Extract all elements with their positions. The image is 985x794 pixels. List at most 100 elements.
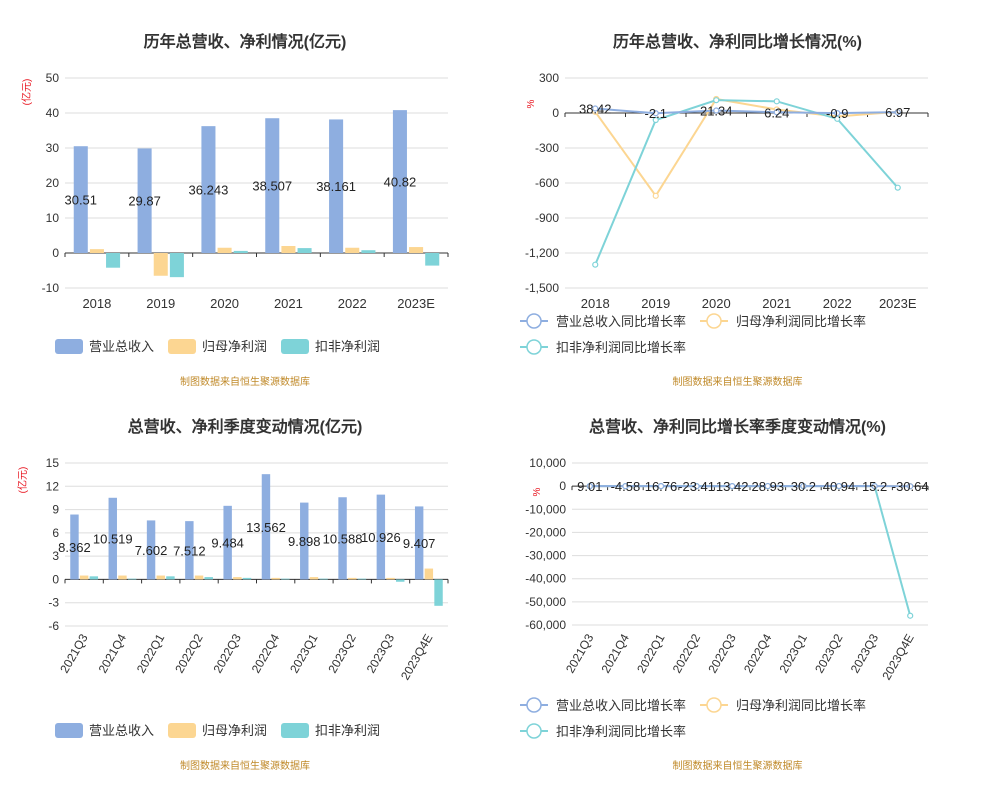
data-point bbox=[871, 483, 878, 490]
source-note: 制图数据来自恒生聚源数据库 bbox=[180, 761, 310, 772]
bar bbox=[297, 248, 312, 253]
x-tick-label: 2023Q1 bbox=[287, 631, 321, 675]
y-tick-label: -40,000 bbox=[525, 572, 566, 586]
data-point bbox=[834, 110, 841, 117]
x-tick-label: 2023Q2 bbox=[812, 631, 846, 675]
bar bbox=[233, 250, 248, 253]
data-label: 16.76 bbox=[645, 479, 678, 494]
x-tick-label: 2022 bbox=[338, 296, 367, 311]
legend-swatch bbox=[281, 339, 309, 354]
data-point bbox=[652, 110, 659, 117]
x-tick-label: 2020 bbox=[702, 296, 731, 311]
source-note: 制图数据来自恒生聚源数据库 bbox=[672, 761, 803, 772]
bar bbox=[386, 577, 395, 580]
data-label: 7.602 bbox=[135, 543, 168, 558]
legend-marker bbox=[526, 339, 542, 355]
legend-label: 营业总收入 bbox=[89, 339, 154, 354]
y-tick-label: 10,000 bbox=[529, 456, 566, 470]
y-tick-label: -30,000 bbox=[525, 549, 566, 563]
x-tick-label: 2023Q1 bbox=[777, 631, 811, 675]
chart-svg: -6 -3 0 3 6 9 12 15 (亿元) 2021Q3 2021Q4 2022Q1 2022Q2… bbox=[16, 456, 449, 738]
bar bbox=[338, 497, 347, 580]
bar bbox=[146, 520, 156, 580]
bar bbox=[414, 506, 424, 580]
bar bbox=[118, 575, 127, 580]
x-tick-label: 2019 bbox=[146, 296, 175, 311]
data-label: 9.01 bbox=[577, 479, 602, 494]
data-label: -4.58 bbox=[611, 479, 641, 494]
legend-label: 扣非净利润同比增长率 bbox=[556, 340, 686, 355]
y-tick-label: -300 bbox=[535, 141, 559, 155]
x-tick-label: 2019 bbox=[641, 296, 670, 311]
y-tick-label: 6 bbox=[52, 526, 59, 540]
data-label: -0.9 bbox=[826, 106, 848, 121]
chart-title: 总营收、净利季度变动情况(亿元) bbox=[127, 419, 363, 436]
x-tick-label: 2018 bbox=[82, 296, 111, 311]
data-label: 6.97 bbox=[885, 105, 910, 120]
bar bbox=[106, 253, 121, 268]
data-point bbox=[592, 105, 599, 112]
chart-svg: 300 0 -300 -600 -900 -1,200 -1,500% 2018 2019 202… bbox=[520, 71, 929, 355]
data-point bbox=[773, 109, 780, 116]
bar bbox=[242, 577, 252, 580]
bar bbox=[376, 494, 386, 580]
data-point bbox=[657, 483, 665, 490]
bar bbox=[89, 576, 99, 580]
data-label: 40.94 bbox=[823, 479, 856, 494]
data-label: 29.87 bbox=[128, 194, 161, 209]
x-tick-label: 2021Q3 bbox=[563, 631, 597, 675]
x-tick-label: 2023Q4E bbox=[398, 632, 435, 683]
data-label: 13.562 bbox=[246, 520, 286, 535]
y-tick-label: 12 bbox=[46, 479, 60, 493]
legend-label: 扣非净利润同比增长率 bbox=[556, 724, 686, 739]
data-point bbox=[907, 483, 914, 490]
legend-swatch bbox=[55, 723, 83, 738]
series-line bbox=[594, 99, 899, 266]
y-tick-label: -50,000 bbox=[525, 595, 566, 609]
data-label: 10.519 bbox=[93, 532, 133, 547]
y-tick-label: -6 bbox=[48, 619, 59, 633]
data-point bbox=[834, 115, 841, 122]
legend-label: 扣非净利润 bbox=[315, 723, 380, 738]
data-label: 8.362 bbox=[58, 540, 91, 555]
bar bbox=[201, 126, 216, 253]
data-point bbox=[907, 612, 914, 619]
x-tick-label: 2022Q3 bbox=[210, 631, 244, 675]
y-tick-label: -10 bbox=[42, 281, 60, 295]
x-tick-label: 2021 bbox=[762, 296, 791, 311]
data-label: 10.926 bbox=[361, 530, 401, 545]
data-label: -2.1 bbox=[645, 106, 667, 121]
x-tick-label: 2021Q4 bbox=[96, 631, 130, 675]
y-unit-label: % bbox=[532, 487, 543, 496]
chart-quarterly-revenue-profit: 总营收、净利季度变动情况(亿元) -6 -3 0 3 6 9 12 15 (亿元) 2021Q3 2… bbox=[0, 395, 490, 794]
data-point bbox=[652, 116, 659, 124]
x-tick-label: 2021Q4 bbox=[599, 631, 633, 675]
bar bbox=[108, 497, 117, 580]
x-tick-label: 2018 bbox=[581, 296, 610, 311]
bar bbox=[425, 253, 440, 266]
bar bbox=[424, 568, 434, 580]
series-line bbox=[595, 107, 898, 115]
bar bbox=[300, 502, 309, 580]
y-tick-label: 300 bbox=[539, 71, 559, 85]
legend-label: 归母净利润 bbox=[202, 723, 267, 738]
data-label: -30.64 bbox=[892, 479, 929, 494]
x-tick-label: 2023E bbox=[397, 296, 435, 311]
bar bbox=[409, 247, 424, 253]
x-tick-label: 2022Q1 bbox=[134, 631, 168, 675]
bar bbox=[185, 521, 194, 580]
bar bbox=[281, 246, 296, 253]
data-label: 38.507 bbox=[252, 179, 292, 194]
chart-annual-growth: 历年总营收、净利同比增长情况(%) 300 0 -300 -600 -900 -1,200… bbox=[490, 0, 985, 395]
bar bbox=[73, 146, 88, 253]
bar bbox=[223, 505, 232, 580]
bar bbox=[348, 577, 357, 580]
data-point bbox=[713, 107, 720, 114]
y-tick-label: 0 bbox=[52, 572, 59, 586]
bar bbox=[204, 577, 213, 580]
x-tick-label: 2023E bbox=[879, 296, 917, 311]
data-point bbox=[764, 482, 771, 490]
y-unit-label: (亿元) bbox=[16, 467, 29, 494]
data-point bbox=[592, 261, 599, 268]
y-tick-label: -10,000 bbox=[525, 502, 566, 516]
